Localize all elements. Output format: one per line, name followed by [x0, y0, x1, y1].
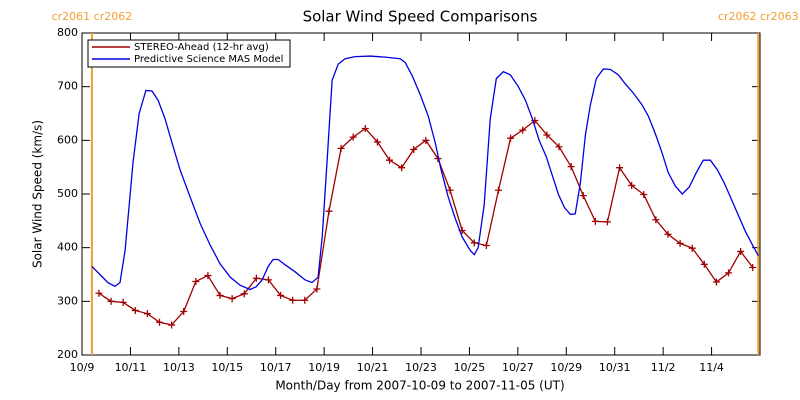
data-point	[470, 239, 478, 247]
x-tick-label: 10/25	[454, 361, 486, 374]
data-point	[603, 218, 611, 226]
x-tick-label: 11/2	[651, 361, 676, 374]
x-axis-label: Month/Day from 2007-10-09 to 2007-11-05 …	[275, 379, 564, 393]
data-point	[446, 186, 454, 194]
data-point	[422, 136, 430, 144]
y-tick-label: 700	[57, 80, 78, 93]
data-point	[373, 138, 381, 146]
data-point	[325, 207, 333, 215]
x-tick-label: 10/21	[357, 361, 389, 374]
x-tick-label: 10/31	[599, 361, 631, 374]
data-point	[361, 125, 369, 133]
data-point	[749, 264, 757, 272]
x-tick-label: 10/15	[211, 361, 243, 374]
y-axis-label: Solar Wind Speed (km/s)	[31, 120, 45, 268]
data-point	[567, 163, 575, 171]
data-point	[482, 242, 490, 250]
x-tick-label: 10/29	[550, 361, 582, 374]
y-tick-label: 600	[57, 133, 78, 146]
rotation-label: cr2061 cr2062	[52, 10, 133, 23]
data-point	[204, 272, 212, 280]
legend-label: STEREO-Ahead (12-hr avg)	[134, 42, 269, 53]
data-point	[494, 186, 502, 194]
x-tick-label: 10/11	[115, 361, 147, 374]
data-point	[410, 145, 418, 153]
data-point	[676, 239, 684, 247]
data-point	[519, 126, 527, 134]
x-tick-label: 10/17	[260, 361, 292, 374]
y-tick-label: 500	[57, 187, 78, 200]
data-point	[107, 297, 115, 305]
data-point	[155, 318, 163, 326]
data-point	[725, 269, 733, 277]
x-tick-label: 10/13	[163, 361, 195, 374]
x-tick-label: 11/4	[699, 361, 724, 374]
data-point	[616, 164, 624, 172]
data-point	[168, 321, 176, 329]
data-point	[712, 278, 720, 286]
data-point	[398, 164, 406, 172]
legend-box	[87, 39, 291, 68]
data-point	[119, 298, 127, 306]
data-point	[737, 247, 745, 255]
data-point	[337, 144, 345, 152]
chart-title: Solar Wind Speed Comparisons	[303, 8, 538, 26]
data-point	[240, 290, 248, 298]
y-tick-label: 300	[57, 294, 78, 307]
x-tick-label: 10/23	[405, 361, 437, 374]
data-point	[289, 296, 297, 304]
data-point	[192, 277, 200, 285]
x-tick-label: 10/19	[308, 361, 340, 374]
data-point	[277, 291, 285, 299]
data-point	[95, 289, 103, 297]
rotation-label: cr2062 cr2063	[718, 10, 799, 23]
data-point	[664, 230, 672, 238]
data-point	[652, 216, 660, 224]
data-point	[386, 156, 394, 164]
y-tick-label: 200	[57, 348, 78, 361]
y-tick-label: 400	[57, 241, 78, 254]
data-point	[349, 133, 357, 141]
data-point	[507, 134, 515, 142]
data-point	[180, 308, 188, 316]
data-point	[640, 191, 648, 199]
data-point	[216, 291, 224, 299]
series-line	[91, 55, 759, 291]
data-point	[579, 192, 587, 200]
x-tick-label: 10/27	[502, 361, 534, 374]
data-point	[131, 306, 139, 314]
data-point	[313, 285, 321, 293]
data-point	[252, 274, 260, 282]
data-point	[543, 131, 551, 139]
data-point	[555, 143, 563, 151]
data-point	[228, 295, 236, 303]
legend-label: Predictive Science MAS Model	[134, 54, 283, 65]
data-point	[264, 276, 272, 284]
data-point	[301, 296, 309, 304]
data-point	[591, 217, 599, 225]
data-point	[628, 181, 636, 189]
data-point	[688, 244, 696, 252]
x-tick-label: 10/9	[70, 361, 95, 374]
data-point	[143, 310, 151, 318]
data-point	[700, 260, 708, 268]
y-tick-label: 800	[57, 26, 78, 39]
